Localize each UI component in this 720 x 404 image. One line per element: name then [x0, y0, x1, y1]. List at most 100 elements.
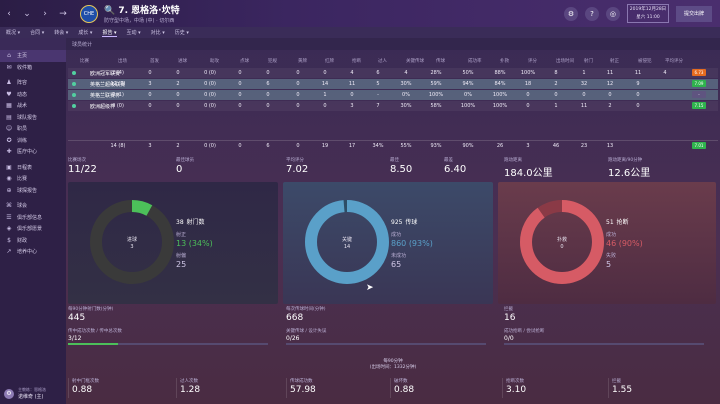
table-header-cell: 射门 [584, 59, 593, 64]
club-crest-icon[interactable]: CHE [80, 4, 98, 23]
search-icon[interactable]: 🔍 [104, 6, 119, 16]
sidebar-item-label: 战术 [17, 103, 28, 110]
subnav-tab[interactable]: 成长 ▾ [78, 30, 93, 36]
table-row[interactable]: 欧洲冠军联赛 2 (4) 0 0 0 (0) 0 0 0 0 4 6 4 28% 50% 88% 100% 8 1… [68, 68, 718, 78]
competition-name[interactable]: 英格兰联赛杯 [90, 93, 121, 99]
sidebar-item[interactable]: ☰ 俱乐部信息 [0, 212, 66, 224]
table-cell: 2 (4) [112, 70, 124, 76]
sidebar-item[interactable]: ✚ 医疗中心 [0, 146, 66, 158]
donut-center-title: 关键 [342, 236, 352, 243]
sidebar-item[interactable]: ▤ 球队报告 [0, 112, 66, 124]
sidebar-item[interactable]: ◉ 比赛 [0, 173, 66, 185]
per90-label: 射中门框次数 [72, 379, 99, 384]
sidebar-item[interactable]: ♟ 阵容 [0, 77, 66, 89]
table-cell: 50% [462, 70, 474, 76]
donut-stats: 38 射门数 射正 13 (34%) 射偏 25 [176, 217, 213, 269]
home-icon: ⌂ [7, 52, 11, 60]
table-cell: 32 [580, 81, 588, 87]
sidebar-item[interactable]: ↗ 培养中心 [0, 246, 66, 258]
competition-name[interactable]: 欧洲超级杯 [90, 104, 116, 110]
subnav-tab[interactable]: 历史 ▾ [174, 30, 189, 36]
summary-value: 12.6公里 [608, 168, 651, 179]
table-header-cell: 出场时间 [556, 59, 574, 64]
subnav-tab[interactable]: 对比 ▾ [150, 30, 165, 36]
table-cell: 94% [462, 81, 474, 87]
sidebar-item-label: 阵容 [17, 80, 28, 87]
help-icon[interactable]: ? [584, 6, 599, 21]
total-cell: 23 [580, 143, 588, 149]
summary-stat: 最差 6.40 [444, 157, 466, 175]
summary-stat: 平均评分 7.02 [286, 157, 308, 175]
table-cell: 7 [376, 103, 380, 109]
table-cell: 58% [430, 103, 442, 109]
progress-bar [68, 343, 268, 345]
sidebar-item-label: 动态 [17, 91, 28, 98]
stat-main: 38 射门数 [176, 219, 205, 226]
per90-value: 1.28 [180, 385, 201, 395]
sidebar-item-label: 医疗中心 [17, 149, 38, 156]
sidebar-item[interactable]: ⌂ 主页 [0, 50, 66, 62]
next-arrow-icon[interactable]: → [59, 8, 67, 19]
subnav-tab[interactable]: 互动 ▾ [126, 30, 141, 36]
table-row[interactable]: 英格兰超级联赛 12 (3) 3 2 0 (0) 0 6 0 14 11 5 30% 59% 94% 84%… [68, 79, 718, 89]
per90-label: 破坏数 [394, 379, 408, 384]
summary-stat: 跑动距离 184.0公里 [504, 157, 553, 179]
per90-value: 3.10 [506, 385, 527, 395]
per90-value: 1.55 [612, 385, 633, 395]
sidebar-item[interactable]: ⌘ 球会 [0, 200, 66, 212]
table-header-cell: 首发 [150, 59, 159, 64]
forward-arrow-icon[interactable]: › [43, 8, 47, 19]
competition-name[interactable]: 英格兰超级联赛 [90, 82, 126, 88]
subnav-tab[interactable]: 概况 ▾ [6, 30, 21, 36]
table-row[interactable]: 英格兰联赛杯 0 (1) 0 0 0 (0) 0 0 0 1 0 - 0% 100% 0% 100% 0 0 0 0… [68, 90, 718, 100]
subnav-tab[interactable]: 报告 ▾ [102, 29, 117, 37]
per90-stat: 抢断次数 3.10 [502, 378, 526, 398]
sidebar-item[interactable]: ▦ 战术 [0, 100, 66, 112]
sidebar-item[interactable]: ✉ 收件箱 [0, 62, 66, 74]
table-row[interactable]: 欧洲超级杯 0 (0) 0 0 0 (0) 0 0 0 0 3 7 30% 58% 100% 100% 0 1 1… [68, 101, 718, 111]
sidebar-item[interactable]: ▣ 日程表 [0, 162, 66, 174]
subnav-tab[interactable]: 转会 ▾ [54, 30, 69, 36]
player-name[interactable]: 7. 恩格洛·坎特 [118, 6, 180, 16]
table-cell: 4 [404, 70, 408, 76]
medical-icon: ✚ [6, 148, 12, 156]
table-header-cell: 传球 [436, 59, 445, 64]
user-profile[interactable]: ⚙ 主教练：恩格洛 诺维奇 (主) [4, 387, 46, 400]
dropdown-icon[interactable]: ⌄ [23, 8, 31, 19]
donut-center-value: 0 [560, 244, 563, 250]
stat-extra-label: 射偏 [176, 253, 187, 259]
table-cell: 0 [238, 103, 242, 109]
sub-stat-value-2: 3/12 [68, 335, 82, 342]
table-header-cell: 扑救 [500, 59, 509, 64]
sidebar-item[interactable]: ✪ 训练 [0, 135, 66, 147]
sidebar-item[interactable]: $ 财政 [0, 235, 66, 247]
player-title: 🔍 7. 恩格洛·坎特 防守型中场，中场 (中) · 切尔西 [104, 3, 180, 24]
table-cell: 6 [266, 81, 270, 87]
settings-gear-icon[interactable]: ⚙ [563, 6, 578, 21]
progress-bar [286, 343, 486, 345]
club-info-icon: ☰ [6, 213, 12, 221]
sidebar-item[interactable]: ♥ 动态 [0, 89, 66, 101]
sub-stat-block: 每90分钟射门数(分钟) 445 传中成功次数 / 传中总次数 3/12 [68, 306, 273, 352]
table-header-cell: 犯规 [268, 59, 277, 64]
sidebar-item-label: 球队报告 [17, 114, 38, 121]
table-header-cell: 点球 [240, 59, 249, 64]
summary-value: 8.50 [390, 164, 413, 175]
sidebar-item[interactable]: ⊕ 球探报告 [0, 185, 66, 197]
table-cell: 28% [430, 70, 442, 76]
menu-icon[interactable]: ◎ [605, 6, 620, 21]
continue-button[interactable]: 提交出牌 [675, 5, 712, 22]
back-arrow-icon[interactable]: ‹ [7, 8, 11, 19]
table-header-cell: 射正 [610, 59, 619, 64]
competition-dot-icon [72, 71, 76, 75]
competition-name[interactable]: 欧洲冠军联赛 [90, 71, 121, 77]
sidebar-item[interactable]: ☺ 职员 [0, 123, 66, 135]
table-cell: 0 [636, 103, 640, 109]
sidebar-item[interactable]: ◈ 俱乐部愿景 [0, 223, 66, 235]
sidebar: ⌂ 主页 ✉ 收件箱 ♟ 阵容 ♥ 动态 ▦ 战术 ▤ 球队报告 ☺ 职员 ✪ 训练 ✚ 医疗中心 ▣ 日程表 ◉ 比赛 ⊕… [0, 38, 66, 404]
stat-sub-label: 射正 [176, 232, 187, 238]
subnav-tab[interactable]: 合同 ▾ [30, 30, 45, 36]
competition-dot-icon [72, 93, 76, 97]
date-box[interactable]: 2019年12月28日 星六 11:00 [626, 4, 669, 23]
total-cell: 19 [321, 143, 329, 149]
